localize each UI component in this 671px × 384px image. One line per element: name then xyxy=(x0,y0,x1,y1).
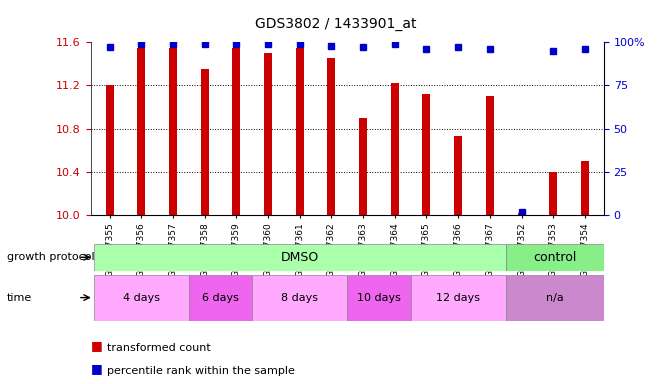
Bar xyxy=(296,48,304,215)
Bar xyxy=(506,275,604,321)
Bar xyxy=(232,48,240,215)
Bar xyxy=(169,48,177,215)
Bar xyxy=(201,69,209,215)
Text: time: time xyxy=(7,293,32,303)
Bar xyxy=(348,275,411,321)
Text: ■: ■ xyxy=(91,339,103,352)
Bar xyxy=(138,48,145,215)
Bar xyxy=(359,118,367,215)
Bar xyxy=(94,244,506,271)
Bar xyxy=(105,85,113,215)
Bar xyxy=(454,136,462,215)
Text: control: control xyxy=(533,251,576,264)
Bar xyxy=(94,275,189,321)
Bar xyxy=(486,96,494,215)
Bar xyxy=(423,94,430,215)
Bar xyxy=(264,53,272,215)
Text: n/a: n/a xyxy=(546,293,564,303)
Text: percentile rank within the sample: percentile rank within the sample xyxy=(107,366,295,376)
Text: 10 days: 10 days xyxy=(357,293,401,303)
Bar xyxy=(517,213,525,215)
Bar xyxy=(189,275,252,321)
Bar xyxy=(391,83,399,215)
Text: 4 days: 4 days xyxy=(123,293,160,303)
Bar xyxy=(252,275,348,321)
Bar xyxy=(327,58,336,215)
Text: 6 days: 6 days xyxy=(202,293,239,303)
Bar xyxy=(581,161,589,215)
Text: 8 days: 8 days xyxy=(281,293,318,303)
Text: 12 days: 12 days xyxy=(436,293,480,303)
Text: growth protocol: growth protocol xyxy=(7,252,95,262)
Text: transformed count: transformed count xyxy=(107,343,211,353)
Bar xyxy=(411,275,506,321)
Text: ■: ■ xyxy=(91,362,103,375)
Text: GDS3802 / 1433901_at: GDS3802 / 1433901_at xyxy=(255,17,416,31)
Text: DMSO: DMSO xyxy=(280,251,319,264)
Bar xyxy=(506,244,604,271)
Bar xyxy=(550,172,557,215)
